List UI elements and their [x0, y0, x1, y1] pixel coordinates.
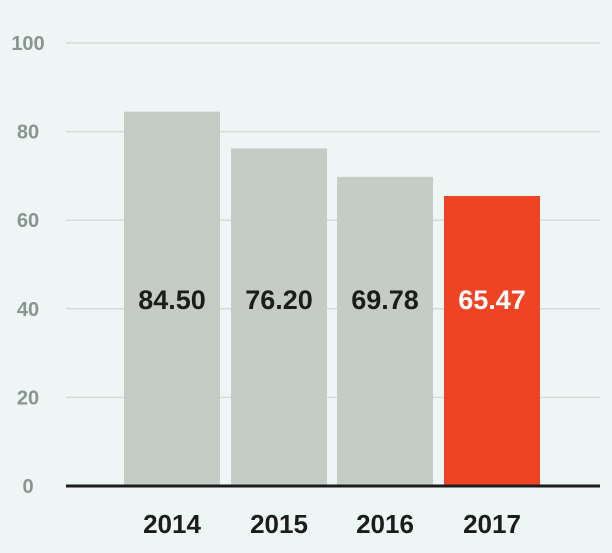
x-tick-label-2017: 2017 [463, 509, 521, 539]
x-tick-label-2015: 2015 [250, 509, 308, 539]
bar-2016 [337, 176, 433, 486]
value-label-2017: 65.47 [458, 285, 526, 315]
y-tick-label-80: 80 [17, 122, 39, 144]
bar-2017 [444, 195, 540, 486]
y-tick-label-60: 60 [17, 210, 39, 232]
bar-2015 [231, 148, 327, 486]
y-tick-label-20: 20 [17, 387, 39, 409]
value-labels: 84.50 76.20 69.78 65.47 [138, 285, 526, 315]
x-tick-label-2016: 2016 [356, 509, 414, 539]
value-label-2014: 84.50 [138, 285, 206, 315]
x-axis-ticks: 2014 2015 2016 2017 [143, 509, 521, 539]
y-axis-ticks: 0 20 40 60 80 100 [11, 33, 44, 498]
value-label-2016: 69.78 [351, 285, 419, 315]
y-tick-label-100: 100 [11, 33, 44, 55]
y-tick-label-40: 40 [17, 299, 39, 321]
value-label-2015: 76.20 [245, 285, 313, 315]
y-tick-label-0: 0 [22, 476, 33, 498]
x-tick-label-2014: 2014 [143, 509, 201, 539]
bar-2014 [124, 111, 220, 486]
bars [124, 111, 540, 486]
